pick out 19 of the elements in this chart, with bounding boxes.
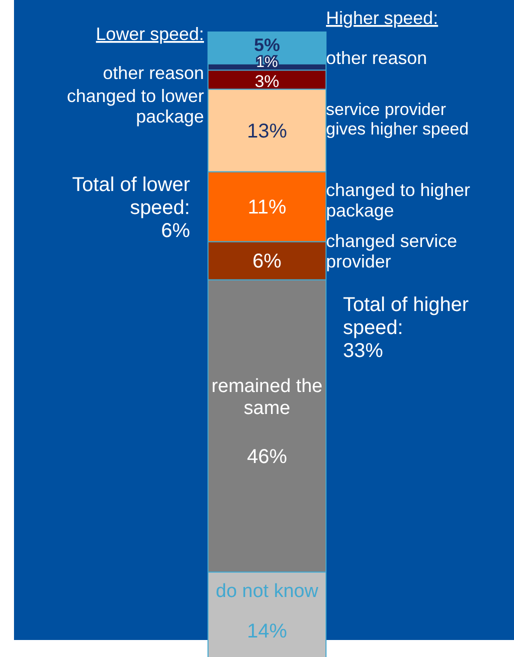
annotation: service provider gives higher speed (326, 100, 469, 139)
text: Total of higher speed: 33% (343, 294, 469, 362)
text: Total of lower speed: 6% (72, 174, 190, 242)
data-label: 6% (252, 250, 282, 273)
data-label: 13% (246, 120, 288, 142)
data-label: 3% (254, 72, 280, 91)
text: Higher speed: (326, 8, 438, 28)
data-label: 11% (248, 196, 286, 219)
text: other reason (102, 63, 204, 83)
annotation: remained the same (212, 376, 322, 419)
data-label: 5% (254, 35, 280, 55)
annotation: other reason (326, 48, 428, 68)
annotation: changed service provider (326, 231, 458, 272)
text: changed to lower package (66, 86, 204, 127)
annotation: changed to higher package (326, 180, 470, 221)
data-label: 14% (246, 620, 288, 643)
data-label: 46% (246, 446, 288, 468)
annotation: do not know (216, 581, 319, 602)
text: Lower speed: (96, 24, 204, 44)
